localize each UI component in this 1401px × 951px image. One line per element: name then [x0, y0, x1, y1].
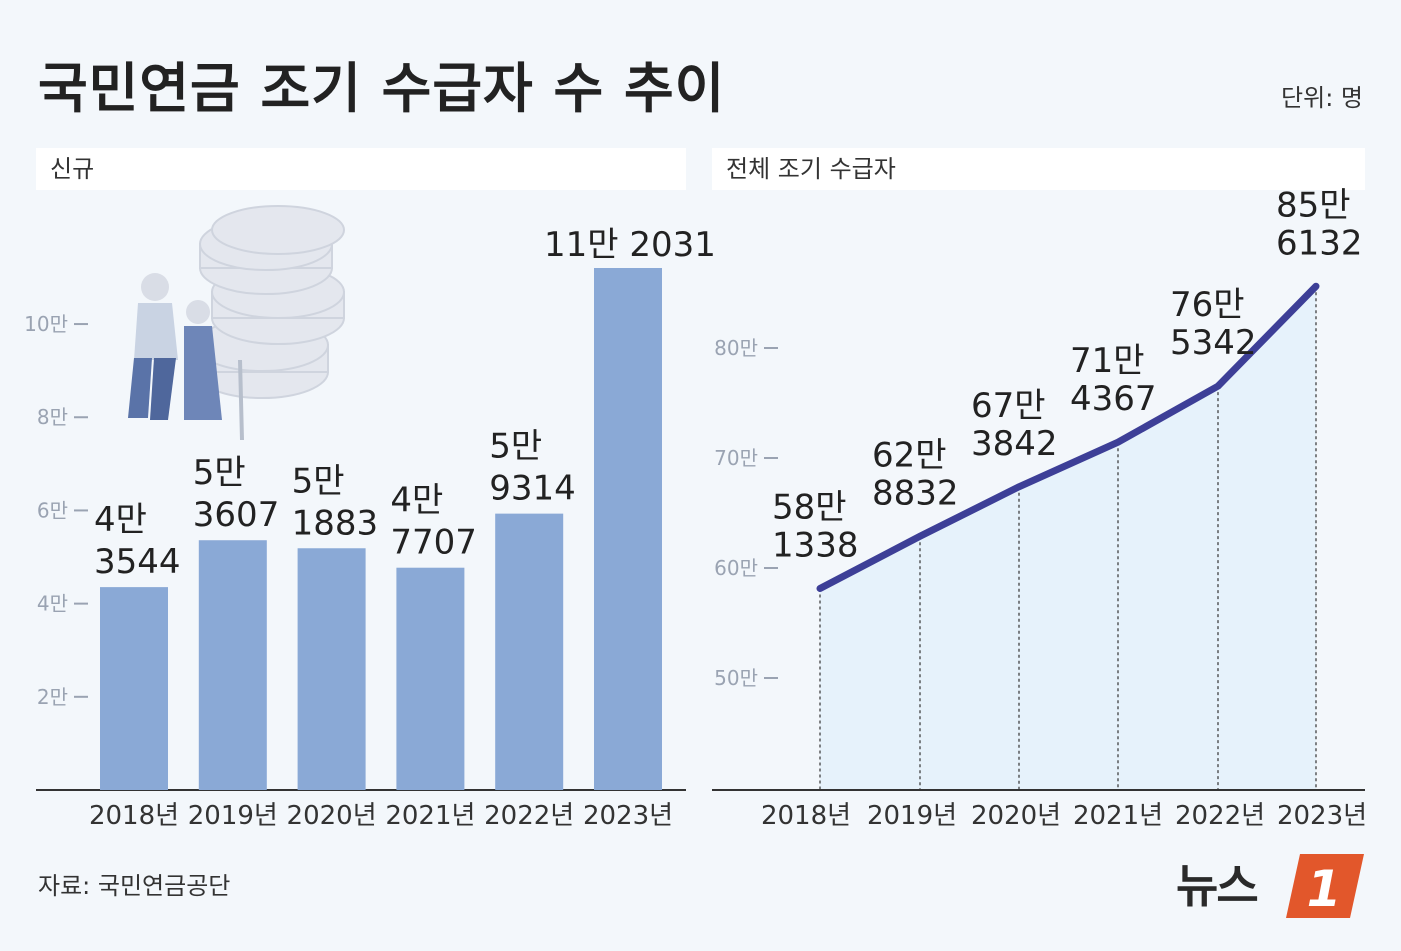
bar [100, 587, 168, 790]
svg-text:1: 1 [1307, 860, 1342, 918]
data-label: 1883 [292, 503, 379, 543]
total-early-recipients-line-chart: 50만 60만 70만 80만 2018년 2019년 2020년 2021년 2022년 202… [712, 185, 1367, 831]
new-recipients-bar-chart: 2만4만6만8만10만2018년4만35442019년5만36072020년5만… [24, 225, 716, 831]
data-label: 76만 [1170, 285, 1245, 325]
data-label: 5만 [292, 461, 345, 501]
data-label: 5342 [1170, 323, 1257, 363]
x-tick-label: 2019년 [867, 801, 957, 831]
data-label: 3544 [94, 542, 181, 582]
x-tick-label: 2023년 [1277, 801, 1367, 831]
y-tick-label: 70만 [714, 446, 758, 470]
series-line [816, 282, 1320, 593]
y-tick-label: 60만 [714, 556, 758, 580]
y-tick-label: 2만 [37, 685, 68, 709]
x-tick-label: 2020년 [287, 801, 377, 831]
bar [594, 268, 662, 790]
data-label: 5만 [193, 453, 246, 493]
y-tick-label: 80만 [714, 336, 758, 360]
data-label: 3607 [193, 495, 280, 535]
chart-title: 국민연금 조기 수급자 수 추이 [38, 57, 726, 120]
y-tick-label: 4만 [37, 592, 68, 616]
data-label: 8832 [872, 473, 959, 513]
data-label: 3842 [971, 424, 1058, 464]
data-label: 85만 [1276, 185, 1351, 225]
bar [297, 548, 366, 790]
x-tick-label: 2022년 [484, 801, 574, 831]
bar [198, 540, 267, 790]
y-tick-label: 50만 [714, 666, 758, 690]
logo-text: 뉴스 [1176, 859, 1259, 913]
data-label: 62만 [872, 435, 947, 475]
x-tick-label: 2018년 [761, 801, 851, 831]
y-tick-label: 6만 [37, 498, 68, 522]
y-tick-label: 10만 [24, 312, 68, 336]
source-note: 자료: 국민연금공단 [38, 872, 231, 900]
x-tick-label: 2019년 [188, 801, 278, 831]
data-label: 4만 [390, 481, 443, 521]
data-label: 7707 [390, 523, 477, 563]
data-label: 67만 [971, 386, 1046, 426]
x-tick-label: 2023년 [583, 801, 673, 831]
bar [495, 513, 564, 790]
x-tick-label: 2018년 [89, 801, 179, 831]
news1-logo: 뉴스 1 [1176, 852, 1366, 920]
data-label: 9314 [489, 469, 576, 509]
data-label: 58만 [772, 488, 847, 528]
left-panel-label: 신규 [36, 148, 686, 190]
right-panel-label: 전체 조기 수급자 [712, 148, 1365, 190]
logo-badge-icon: 1 [1286, 854, 1364, 918]
data-label: 4367 [1070, 379, 1157, 419]
data-label: 1338 [772, 526, 859, 566]
x-tick-label: 2021년 [385, 801, 475, 831]
data-label: 11만 2031 [544, 225, 716, 265]
elderly-couple-coins-illustration [128, 205, 345, 441]
y-tick-label: 8만 [37, 405, 68, 429]
bar [396, 567, 465, 790]
unit-label: 단위: 명 [1281, 84, 1363, 112]
x-tick-label: 2021년 [1073, 801, 1163, 831]
data-label: 4만 [94, 500, 147, 540]
x-tick-label: 2020년 [971, 801, 1061, 831]
x-tick-label: 2022년 [1175, 801, 1265, 831]
data-label: 71만 [1070, 341, 1145, 381]
data-label: 6132 [1276, 223, 1363, 263]
area-fill [820, 286, 1316, 790]
data-label: 5만 [489, 427, 542, 467]
